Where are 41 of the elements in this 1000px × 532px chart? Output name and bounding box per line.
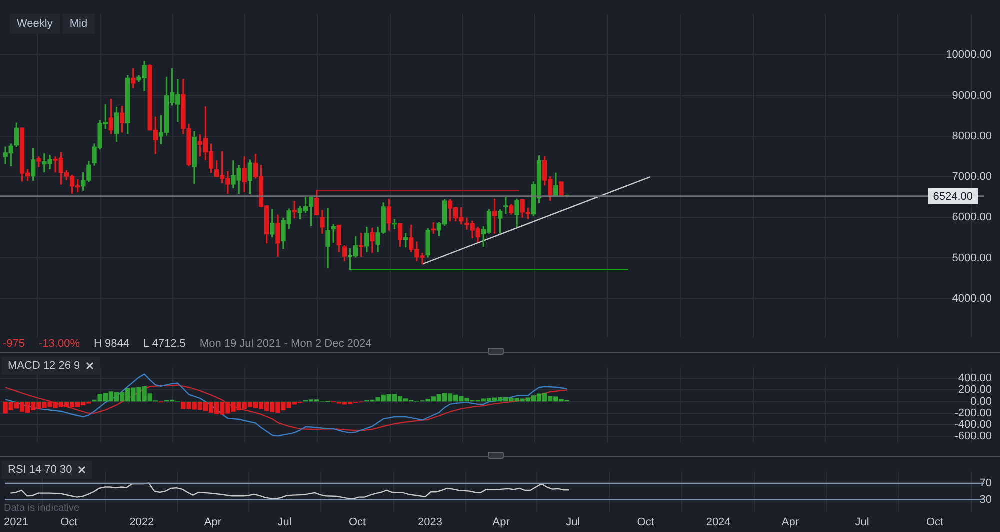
x-tick-label: Oct xyxy=(926,516,944,528)
x-tick-label: Jul xyxy=(855,516,870,528)
y-tick-label: 4000.00 xyxy=(952,292,992,305)
x-tick-label: Oct xyxy=(60,516,78,528)
y-tick-label: 10000.00 xyxy=(946,49,992,62)
y-tick-label: -600.00 xyxy=(954,430,992,443)
y-tick-label: 200.00 xyxy=(958,384,992,396)
y-tick-label: 5000.00 xyxy=(952,252,992,264)
text: H 9844 xyxy=(94,338,130,350)
x-tick-label: Oct xyxy=(348,516,366,528)
text: -975 xyxy=(3,338,26,350)
y-tick-label: 0.00 xyxy=(970,396,992,408)
x-tick-label: Apr xyxy=(492,516,510,528)
y-tick-label: 7000.00 xyxy=(952,171,992,184)
y-tick-label: 8000.00 xyxy=(952,130,992,142)
y-tick-label: 9000.00 xyxy=(952,90,992,102)
annotation: Data is indicative xyxy=(4,503,80,514)
y-tick-label: 6000.00 xyxy=(952,212,992,224)
x-tick-label: 2024 xyxy=(706,516,731,528)
x-tick-label: Oct xyxy=(637,516,654,528)
y-tick-label: 70 xyxy=(980,478,992,490)
text: L 4712.5 xyxy=(144,338,186,350)
x-tick-label: Jul xyxy=(278,516,292,528)
chart-title: RSI 14 70 30 xyxy=(8,464,72,476)
annotation: Weekly xyxy=(10,14,60,34)
x-tick-label: Apr xyxy=(782,516,800,528)
text: Mon 19 Jul 2021 - Mon 2 Dec 2024 xyxy=(200,338,372,350)
x-tick-label: Jul xyxy=(566,516,580,528)
text: -13.00% xyxy=(39,338,80,350)
ref-line-label: 6524.00 xyxy=(933,190,974,203)
x-tick-label: 2023 xyxy=(418,516,442,528)
y-tick-label: -200.00 xyxy=(954,407,992,420)
y-tick-label: 30 xyxy=(980,494,992,506)
x-tick-label: 2022 xyxy=(130,516,154,528)
chart-title: MACD 12 26 9 xyxy=(8,360,80,372)
y-tick-label: -400.00 xyxy=(954,419,992,432)
x-tick-label: Apr xyxy=(204,516,222,528)
x-tick-label: 2021 xyxy=(4,516,28,528)
y-tick-label: 400.00 xyxy=(958,372,992,385)
annotation: Mid xyxy=(62,14,95,34)
candlestick xyxy=(331,224,336,244)
